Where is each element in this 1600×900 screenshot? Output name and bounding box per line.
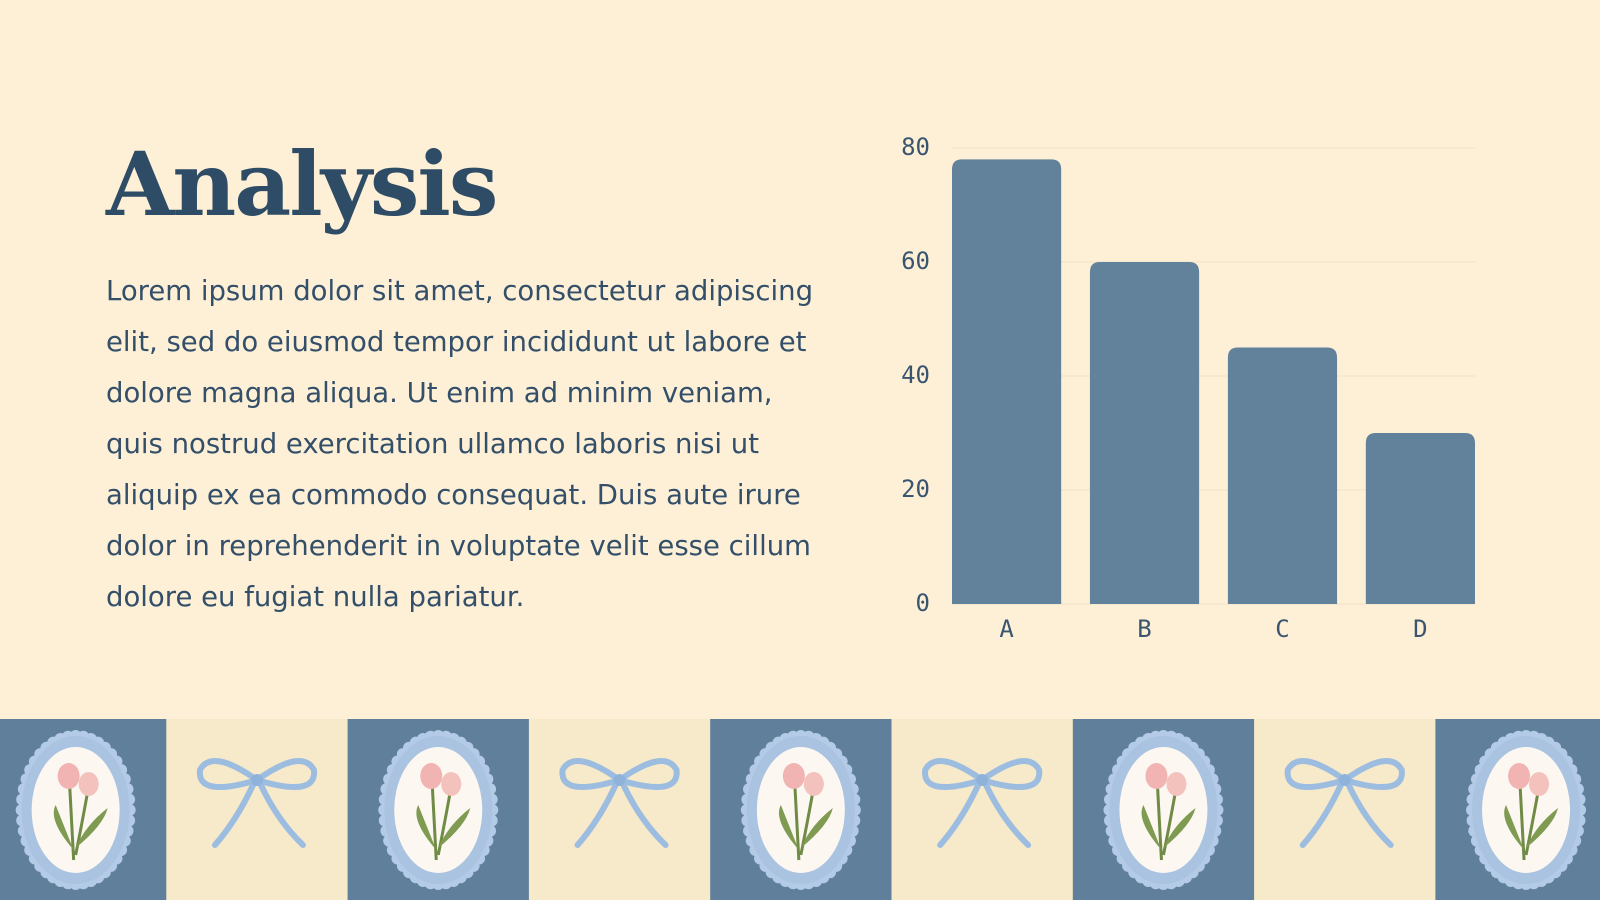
frame-inner — [394, 747, 483, 873]
y-tick-label: 80 — [901, 133, 930, 161]
tile — [1254, 719, 1436, 900]
x-tick-label: D — [1413, 615, 1427, 643]
bar — [1089, 262, 1200, 604]
leaf — [53, 805, 108, 850]
frame-inner — [31, 747, 120, 873]
tulip-tile — [710, 719, 892, 900]
leaf — [1141, 805, 1196, 850]
stem — [430, 784, 452, 861]
flower — [420, 763, 443, 789]
bow-knot — [613, 774, 626, 786]
x-tick-label: C — [1275, 615, 1289, 643]
flower — [441, 772, 462, 796]
bow-knot — [1338, 774, 1351, 786]
tulip-tile — [1435, 719, 1600, 900]
frame-inner — [1482, 747, 1571, 873]
slide-title: Analysis — [106, 132, 498, 236]
y-tick-label: 60 — [901, 247, 930, 275]
y-tick-label: 20 — [901, 475, 930, 503]
x-tick-label: A — [999, 615, 1014, 643]
tulip-tile — [0, 719, 167, 900]
tile — [528, 719, 711, 900]
flower — [1508, 763, 1531, 789]
tulip-tile — [347, 719, 530, 900]
flower — [1529, 772, 1550, 796]
x-tick-label: B — [1137, 615, 1151, 643]
bar — [1227, 347, 1338, 604]
bow-tile — [166, 719, 349, 900]
bar — [952, 159, 1062, 604]
frame-inner — [756, 747, 845, 873]
tile — [891, 719, 1074, 900]
tulip-tile — [1072, 719, 1255, 900]
flower — [1145, 763, 1168, 789]
flower — [78, 772, 99, 796]
bow-tile — [528, 719, 711, 900]
stem — [1518, 784, 1540, 861]
leaf — [416, 805, 471, 850]
flower — [803, 772, 824, 796]
stem — [68, 784, 90, 861]
leaf — [778, 805, 833, 850]
bar — [1365, 433, 1475, 604]
tile — [166, 719, 349, 900]
frame-inner — [1119, 747, 1208, 873]
body-text: Lorem ipsum dolor sit amet, consectetur … — [106, 275, 814, 613]
stem — [793, 784, 815, 861]
flower — [57, 763, 80, 789]
stem — [1155, 784, 1177, 861]
y-tick-label: 40 — [901, 361, 930, 389]
y-tick-label: 0 — [916, 589, 930, 617]
bow-knot — [250, 774, 263, 786]
flower — [782, 763, 805, 789]
bow-tile — [1254, 719, 1436, 900]
bow-knot — [976, 774, 989, 786]
bow-tile — [891, 719, 1074, 900]
leaf — [1504, 805, 1559, 850]
flower — [1166, 772, 1187, 796]
